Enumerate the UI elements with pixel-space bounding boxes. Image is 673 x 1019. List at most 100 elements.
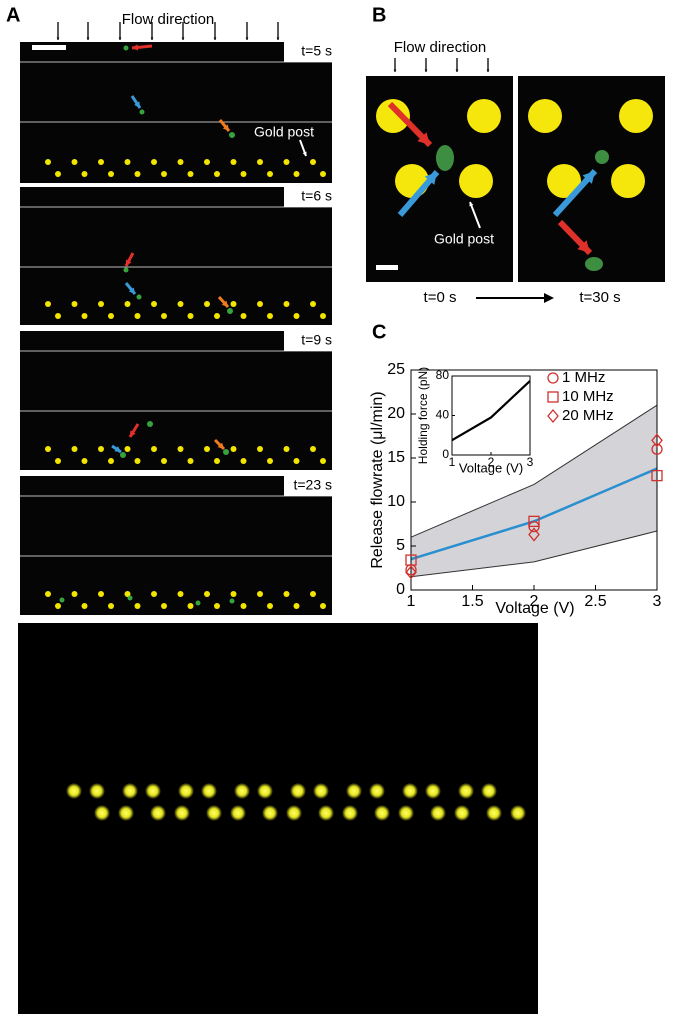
y-tick-label: 5 — [396, 537, 405, 554]
post — [395, 164, 429, 198]
post — [214, 313, 220, 319]
post — [257, 159, 263, 165]
inset-y-tick-label: 80 — [436, 368, 450, 382]
post — [267, 313, 273, 319]
post — [374, 805, 390, 821]
post — [66, 783, 82, 799]
flow-label: Flow direction — [122, 11, 215, 28]
figure: A Flow direction t=5 st=6 st=9 st=23 sGo… — [0, 0, 673, 1014]
panel-a: t=5 st=6 st=9 st=23 sGold post — [20, 22, 333, 615]
post — [204, 301, 210, 307]
post — [151, 301, 157, 307]
post — [82, 458, 88, 464]
post — [55, 171, 61, 177]
post — [290, 783, 306, 799]
arrow-head — [394, 69, 397, 72]
time-label: t=5 s — [301, 43, 332, 59]
cell — [230, 599, 235, 604]
post — [94, 805, 110, 821]
x-axis-title: Voltage (V) — [495, 600, 574, 617]
post — [145, 783, 161, 799]
y-tick-label: 10 — [387, 493, 405, 510]
post — [230, 805, 246, 821]
post — [369, 783, 385, 799]
post — [188, 313, 194, 319]
post — [98, 301, 104, 307]
post — [188, 171, 194, 177]
post — [82, 603, 88, 609]
post — [284, 446, 290, 452]
post — [151, 159, 157, 165]
post — [178, 783, 194, 799]
legend-marker — [548, 392, 558, 402]
post — [135, 171, 141, 177]
post — [241, 458, 247, 464]
post — [262, 805, 278, 821]
post — [174, 805, 190, 821]
y-tick-label: 0 — [396, 581, 405, 598]
post — [284, 301, 290, 307]
post — [458, 783, 474, 799]
panel-label: A — [6, 4, 20, 26]
post — [55, 458, 61, 464]
post-label: Gold post — [434, 231, 494, 247]
post — [72, 301, 78, 307]
post — [204, 591, 210, 597]
cell — [120, 452, 126, 458]
y-axis-title: Release flowrate (μl/min) — [369, 391, 386, 568]
post — [214, 171, 220, 177]
post — [257, 446, 263, 452]
post — [467, 99, 501, 133]
y-tick-label: 25 — [387, 361, 405, 378]
post — [135, 603, 141, 609]
panel-b: Gold post — [366, 58, 665, 282]
post — [320, 603, 326, 609]
post — [178, 446, 184, 452]
post — [231, 591, 237, 597]
legend-label: 20 MHz — [562, 407, 614, 424]
post-label: Gold post — [254, 124, 314, 140]
arrow-head — [214, 37, 217, 40]
inset-x-title: Voltage (V) — [459, 460, 523, 475]
arrow-head — [87, 37, 90, 40]
post — [267, 171, 273, 177]
post — [72, 591, 78, 597]
arrow-head — [151, 37, 154, 40]
legend-marker — [548, 410, 558, 422]
cell — [436, 145, 454, 171]
legend-marker — [548, 373, 558, 383]
post — [188, 458, 194, 464]
arrow-head — [277, 37, 280, 40]
post — [82, 313, 88, 319]
post — [241, 313, 247, 319]
post — [611, 164, 645, 198]
cell — [60, 598, 65, 603]
post — [55, 313, 61, 319]
post — [151, 446, 157, 452]
post — [313, 783, 329, 799]
post — [257, 591, 263, 597]
x-tick-label: 1 — [407, 593, 416, 610]
post — [45, 446, 51, 452]
post — [118, 805, 134, 821]
cell — [128, 596, 133, 601]
post — [161, 313, 167, 319]
post — [214, 603, 220, 609]
post — [510, 805, 526, 821]
cell — [147, 421, 153, 427]
post — [206, 805, 222, 821]
post — [619, 99, 653, 133]
cell — [223, 449, 229, 455]
post — [267, 458, 273, 464]
post — [459, 164, 493, 198]
post — [294, 313, 300, 319]
post — [294, 458, 300, 464]
confidence-band — [411, 405, 657, 577]
post — [161, 458, 167, 464]
legend-label: 1 MHz — [562, 369, 605, 386]
post — [135, 458, 141, 464]
post — [125, 301, 131, 307]
post — [342, 805, 358, 821]
post — [55, 603, 61, 609]
